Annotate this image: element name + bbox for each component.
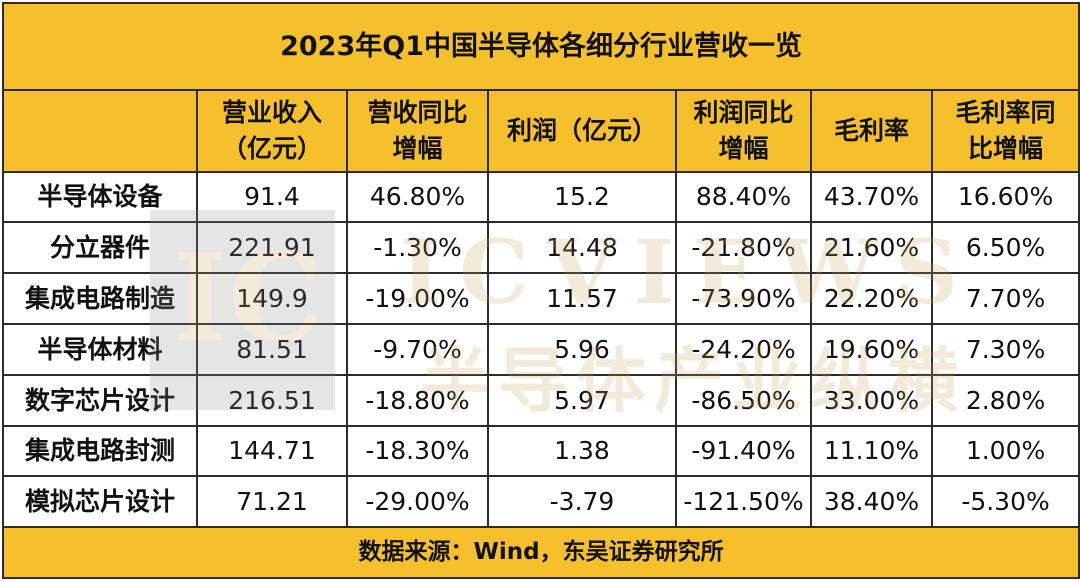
row-label-cell: 数字芯片设计	[2, 373, 198, 427]
row-label-cell: 半导体材料	[2, 322, 198, 376]
value-cell: 38.40%	[810, 475, 933, 529]
value-cell: 5.97	[487, 373, 677, 427]
value-cell: -1.30%	[346, 221, 489, 275]
value-cell: -73.90%	[675, 272, 812, 325]
value-cell: 91.4	[196, 170, 348, 224]
value-cell: 6.50%	[930, 221, 1080, 275]
value-cell: -18.30%	[346, 424, 489, 478]
value-cell: -29.00%	[346, 475, 489, 529]
value-cell: -21.80%	[675, 221, 812, 275]
header-row: 营业收入 （亿元） 营收同比 增幅 利润（亿元） 利润同比 增幅 毛利率 毛利率同 比增幅	[2, 89, 1080, 173]
value-cell: 7.70%	[930, 272, 1080, 325]
value-cell: 216.51	[196, 373, 348, 427]
value-cell: 33.00%	[810, 373, 933, 427]
value-cell: -18.80%	[346, 373, 489, 427]
value-cell: 149.9	[196, 272, 348, 325]
header-cell: 利润同比 增幅	[675, 89, 812, 173]
value-cell: 7.30%	[930, 322, 1080, 376]
value-cell: -5.30%	[930, 475, 1080, 529]
value-cell: 144.71	[196, 424, 348, 478]
value-cell: -3.79	[487, 475, 677, 529]
table-row: 半导体设备 91.4 46.80% 15.2 88.40% 43.70% 16.60%	[2, 170, 1080, 224]
table-row: 模拟芯片设计 71.21 -29.00% -3.79 -121.50% 38.40% -5.…	[2, 475, 1080, 529]
value-cell: 14.48	[487, 221, 677, 275]
header-cell: 利润（亿元）	[487, 89, 677, 173]
row-label-cell: 模拟芯片设计	[2, 475, 198, 529]
header-cell: 营收同比 增幅	[346, 89, 489, 173]
row-label-cell: 分立器件	[2, 221, 198, 275]
table-row: 数字芯片设计 216.51 -18.80% 5.97 -86.50% 33.00% 2.80…	[2, 373, 1080, 427]
value-cell: 21.60%	[810, 221, 933, 275]
title-row: 2023年Q1中国半导体各细分行业营收一览	[1, 1, 1080, 92]
value-cell: -19.00%	[346, 272, 489, 325]
value-cell: 16.60%	[930, 170, 1080, 224]
value-cell: 5.96	[487, 322, 677, 376]
value-cell: 221.91	[196, 221, 348, 275]
value-cell: 19.60%	[810, 322, 933, 376]
table-row: 集成电路制造 149.9 -19.00% 11.57 -73.90% 22.20% 7.70…	[2, 272, 1080, 325]
value-cell: 43.70%	[810, 170, 933, 224]
value-cell: 22.20%	[810, 272, 933, 325]
value-cell: -24.20%	[675, 322, 812, 376]
value-cell: 11.57	[487, 272, 677, 325]
value-cell: 71.21	[196, 475, 348, 529]
row-label-cell: 半导体设备	[2, 170, 198, 224]
header-cell: 毛利率同 比增幅	[930, 89, 1080, 173]
value-cell: 15.2	[487, 170, 677, 224]
value-cell: 11.10%	[810, 424, 933, 478]
value-cell: -86.50%	[675, 373, 812, 427]
header-corner-cell	[2, 89, 198, 173]
footer-row: 数据来源：Wind，东吴证券研究所	[1, 526, 1080, 579]
row-label-cell: 集成电路封测	[2, 424, 198, 478]
value-cell: 1.38	[487, 424, 677, 478]
value-cell: -9.70%	[346, 322, 489, 376]
header-cell: 毛利率	[810, 89, 933, 173]
value-cell: 81.51	[196, 322, 348, 376]
header-cell: 营业收入 （亿元）	[196, 89, 348, 173]
table-title: 2023年Q1中国半导体各细分行业营收一览	[1, 1, 1080, 92]
table-row: 半导体材料 81.51 -9.70% 5.96 -24.20% 19.60% 7.30%	[2, 322, 1080, 376]
source-note: 数据来源：Wind，东吴证券研究所	[1, 526, 1080, 579]
value-cell: 46.80%	[346, 170, 489, 224]
value-cell: 1.00%	[930, 424, 1080, 478]
table-row: 分立器件 221.91 -1.30% 14.48 -21.80% 21.60% 6.50%	[2, 221, 1080, 275]
value-cell: 2.80%	[930, 373, 1080, 427]
value-cell: -91.40%	[675, 424, 812, 478]
row-label-cell: 集成电路制造	[2, 272, 198, 325]
value-cell: 88.40%	[675, 170, 812, 224]
value-cell: -121.50%	[675, 475, 812, 529]
table-row: 集成电路封测 144.71 -18.30% 1.38 -91.40% 11.10% 1.00…	[2, 424, 1080, 478]
